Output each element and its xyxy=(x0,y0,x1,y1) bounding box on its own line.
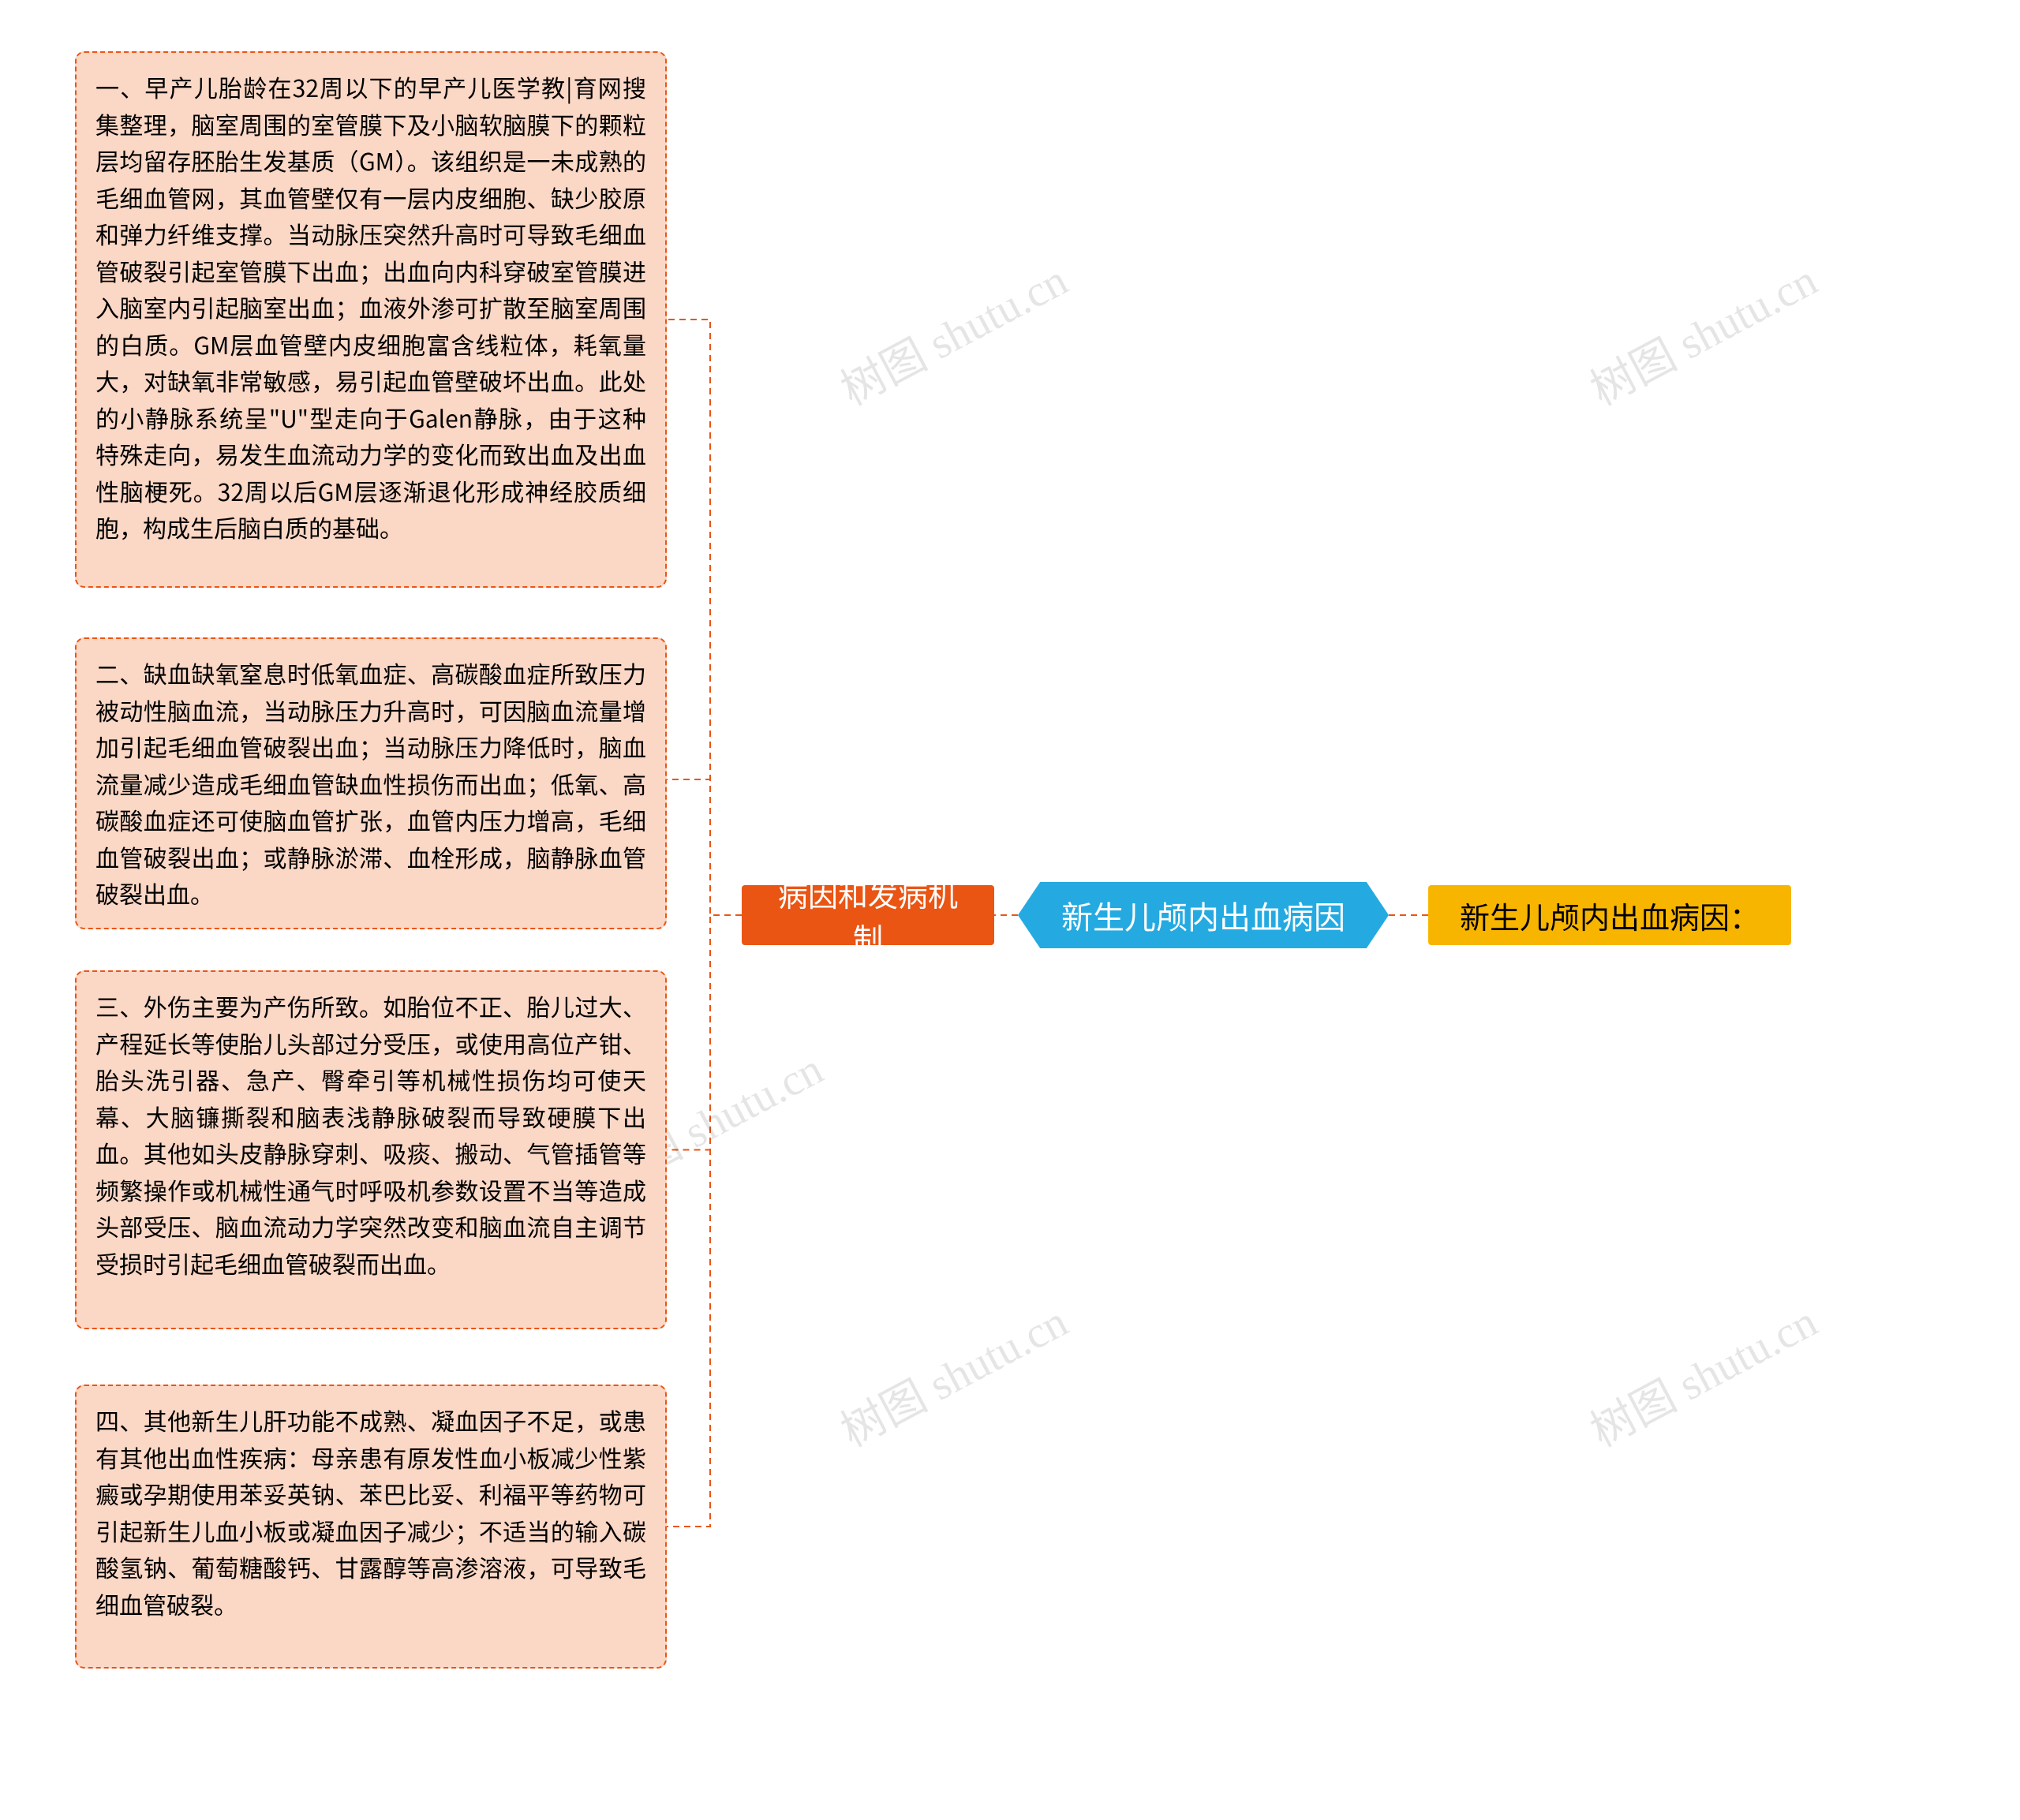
detail-box-2[interactable]: 二、缺血缺氧窒息时低氧血症、高碳酸血症所致压力被动性脑血流，当动脉压力升高时，可… xyxy=(75,637,667,929)
detail-box-1[interactable]: 一、早产儿胎龄在32周以下的早产儿医学教|育网搜集整理，脑室周围的室管膜下及小脑… xyxy=(75,51,667,588)
right-branch-node[interactable]: 新生儿颅内出血病因： xyxy=(1428,885,1791,945)
center-node[interactable]: 新生儿颅内出血病因 xyxy=(1018,882,1389,948)
detail-box-4[interactable]: 四、其他新生儿肝功能不成熟、凝血因子不足，或患有其他出血性疾病：母亲患有原发性血… xyxy=(75,1385,667,1669)
left-branch-node[interactable]: 病因和发病机制 xyxy=(742,885,994,945)
detail-box-3[interactable]: 三、外伤主要为产伤所致。如胎位不正、胎儿过大、产程延长等使胎儿头部过分受压，或使… xyxy=(75,970,667,1329)
